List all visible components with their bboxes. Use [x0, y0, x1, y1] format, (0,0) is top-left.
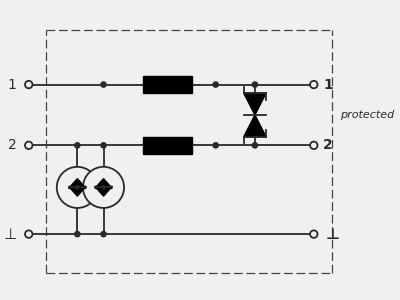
Text: 2: 2: [8, 138, 16, 152]
Polygon shape: [69, 186, 86, 196]
Polygon shape: [244, 115, 266, 137]
Text: ⊥: ⊥: [326, 226, 340, 242]
Circle shape: [310, 230, 318, 238]
Polygon shape: [95, 186, 112, 196]
Circle shape: [310, 142, 318, 149]
Circle shape: [75, 143, 80, 148]
Circle shape: [102, 186, 105, 189]
Text: 1: 1: [8, 78, 16, 92]
Circle shape: [57, 167, 98, 208]
Circle shape: [101, 82, 106, 87]
Text: 2: 2: [323, 138, 333, 152]
Polygon shape: [95, 178, 112, 188]
Circle shape: [25, 230, 32, 238]
Circle shape: [25, 142, 32, 149]
Circle shape: [101, 232, 106, 237]
Circle shape: [213, 143, 218, 148]
Circle shape: [213, 82, 218, 87]
Bar: [143, 76, 192, 93]
Text: 1: 1: [323, 78, 333, 92]
Text: ⊥: ⊥: [4, 226, 17, 242]
Circle shape: [252, 82, 258, 87]
Polygon shape: [69, 178, 86, 188]
Circle shape: [76, 186, 79, 189]
Bar: [143, 137, 192, 154]
Circle shape: [310, 81, 318, 88]
Circle shape: [83, 167, 124, 208]
Circle shape: [25, 81, 32, 88]
Circle shape: [101, 143, 106, 148]
Circle shape: [75, 232, 80, 237]
Text: protected: protected: [340, 110, 394, 120]
Circle shape: [252, 143, 258, 148]
Polygon shape: [244, 93, 266, 115]
